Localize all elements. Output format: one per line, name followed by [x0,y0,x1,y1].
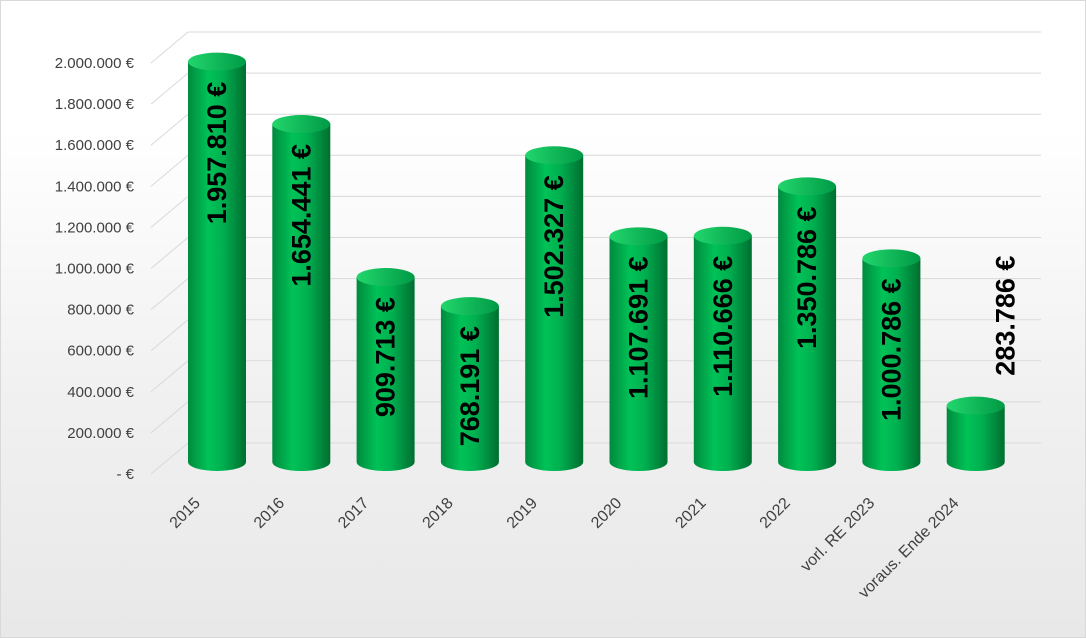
value-label: 1.502.327 € [539,175,569,318]
bar-top [188,52,246,71]
y-tick-label: 600.000 € [67,343,134,360]
gridline-depth [150,196,189,228]
value-label: 1.107.691 € [624,256,654,399]
gridline-depth [150,319,189,352]
gridline-depth [150,278,189,310]
bar-body [525,155,584,472]
bar-top [272,115,331,134]
y-tick-label: 400.000 € [67,384,134,401]
bar-top [693,226,752,245]
bar-body [272,124,331,471]
value-label: 283.786 € [991,256,1021,376]
y-tick-label: - € [116,466,134,483]
bar [778,177,837,471]
category-label: vorl. RE 2023 [798,495,879,576]
bar-body [609,236,668,471]
category-label: 2017 [335,495,372,532]
bar-body [862,258,921,471]
y-tick-label: 1.800.000 € [55,96,135,113]
bar-body [356,277,415,471]
bars [188,52,1005,472]
category-label: 2015 [167,495,204,532]
x-axis-categories: 2015 2016 2017 2018 2019 2020 2021 2022 vorl. RE… [167,495,963,602]
category-label: 2021 [672,495,709,532]
bar [693,226,752,471]
bar-body [946,405,1005,471]
category-label: 2020 [588,495,625,532]
value-label: 1.654.441 € [286,144,316,287]
category-label: 2022 [757,495,794,532]
gridline-depth [150,237,189,269]
bar-body [693,235,752,471]
y-tick-label: 1.400.000 € [55,178,135,195]
y-tick-label: 200.000 € [67,425,134,442]
value-label: 768.191 € [455,326,485,446]
category-label: 2016 [251,495,288,532]
y-tick-label: 2.000.000 € [55,55,135,72]
value-label: 1.000.786 € [876,278,906,421]
bar-top [946,396,1005,415]
gridline-depth [150,113,189,146]
category-label: 2019 [504,495,541,532]
value-label: 909.713 € [371,297,401,417]
bar [272,115,331,471]
bar [440,297,499,471]
bar-top [609,227,668,246]
bar-top [778,177,837,196]
value-label: 1.350.786 € [792,206,822,349]
bar-top [862,249,921,268]
y-tick-label: 800.000 € [67,302,134,319]
category-label: 2018 [420,495,457,532]
bar-top [440,297,499,316]
value-label: 1.110.666 € [708,256,738,397]
value-labels: 1.957.810 € 1.654.441 € 909.713 € 768.191 €… [202,82,1021,447]
bar [946,396,1005,471]
gridline-depth [150,442,189,475]
y-tick-label: 1.000.000 € [55,261,135,278]
y-axis-ticks: - € 200.000 € 400.000 € 600.000 € 800.000 € 1… [55,55,135,483]
gridline-depth [150,401,189,434]
y-tick-label: 1.600.000 € [55,137,135,154]
bar-body [440,306,499,471]
gridline-depth [150,72,189,105]
y-tick-label: 1.200.000 € [55,219,135,236]
bar [862,249,921,471]
bar-top [525,146,584,165]
gridline-depth [150,154,189,187]
bar [356,268,415,471]
bar [609,227,668,471]
value-label: 1.957.810 € [202,82,232,225]
gridline-depth [150,360,189,393]
bar [188,52,246,471]
bar-body [778,186,837,471]
bar-body [188,61,246,471]
gridline-depth [150,31,189,64]
bar [525,146,584,472]
bar-top [356,268,415,287]
